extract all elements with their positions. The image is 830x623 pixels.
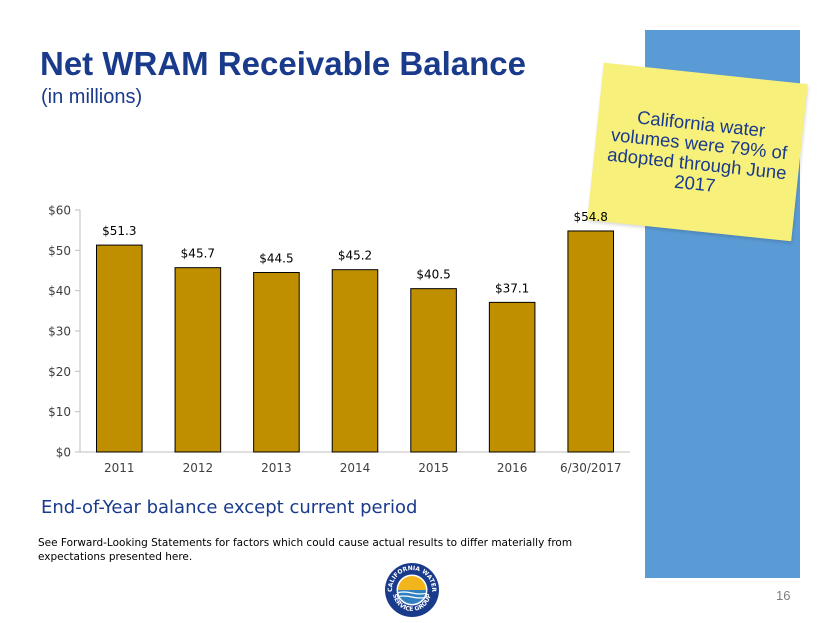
x-tick-label: 2016 <box>497 461 528 475</box>
bar <box>567 230 615 453</box>
y-tick-label: $30 <box>48 325 71 339</box>
x-tick-label: 6/30/2017 <box>560 461 622 475</box>
x-tick-label: 2013 <box>261 461 292 475</box>
bar-value-label: $40.5 <box>416 268 450 282</box>
bar-value-label: $54.8 <box>574 210 608 224</box>
bar <box>253 272 300 453</box>
logo-sun-water-icon <box>398 576 426 604</box>
y-tick-label: $10 <box>48 405 71 419</box>
slide-title: Net WRAM Receivable Balance <box>40 45 526 82</box>
bar-value-label: $45.7 <box>181 247 215 261</box>
page-number: 16 <box>776 588 791 603</box>
bar <box>410 288 457 453</box>
bar <box>331 269 379 453</box>
chart-caption: End-of-Year balance except current perio… <box>41 497 418 518</box>
y-tick-label: $40 <box>48 284 71 298</box>
bar <box>174 267 222 453</box>
bar <box>96 244 143 453</box>
x-tick-label: 2011 <box>104 461 135 475</box>
disclaimer-text: See Forward-Looking Statements for facto… <box>38 537 573 563</box>
bar-value-label: $45.2 <box>338 249 372 263</box>
y-tick-label: $20 <box>48 365 71 379</box>
y-tick-label: $50 <box>48 244 71 258</box>
x-tick-label: 2012 <box>183 461 214 475</box>
bar-value-label: $44.5 <box>259 252 293 266</box>
x-tick-label: 2015 <box>418 461 449 475</box>
bar-value-label: $37.1 <box>495 281 529 295</box>
y-tick-label: $0 <box>56 446 71 460</box>
slide-subtitle: (in millions) <box>41 86 143 108</box>
company-logo: CALIFORNIA WATER SERVICE GROUP <box>385 563 439 617</box>
bar <box>488 301 536 453</box>
y-tick-label: $60 <box>48 204 71 218</box>
x-tick-label: 2014 <box>340 461 371 475</box>
bar-value-label: $51.3 <box>102 224 136 238</box>
